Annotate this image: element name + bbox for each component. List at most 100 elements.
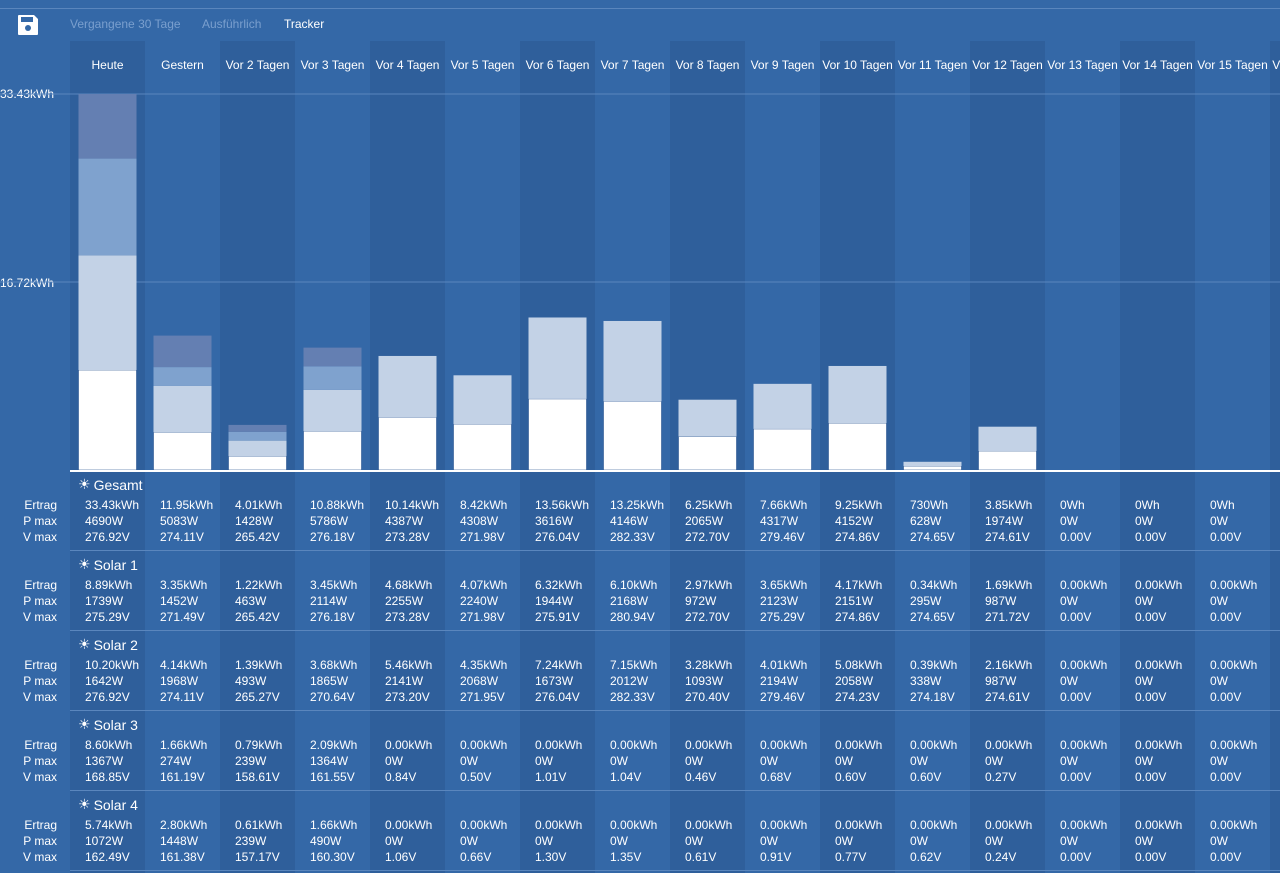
bar-segment[interactable] xyxy=(228,424,287,432)
cell-ertrag: 0.00kWh xyxy=(1210,818,1258,832)
cell-vmax: 161.19V xyxy=(160,770,205,784)
cell-vmax: 275.91V xyxy=(535,610,580,624)
row-label-pmax: P max xyxy=(23,834,57,848)
cell-vmax: 0.00V xyxy=(1135,850,1167,864)
bar-segment[interactable] xyxy=(903,461,962,467)
bar-segment[interactable] xyxy=(528,398,587,471)
save-button[interactable] xyxy=(16,13,40,37)
cell-pmax: 2058W xyxy=(835,674,874,688)
cell-ertrag: 7.15kWh xyxy=(610,658,658,672)
cell-pmax: 0W xyxy=(910,834,928,848)
cell-vmax: 275.29V xyxy=(85,610,130,624)
cell-vmax: 161.55V xyxy=(310,770,355,784)
cell-ertrag: 0.00kWh xyxy=(760,738,808,752)
cell-vmax: 274.18V xyxy=(910,690,955,704)
cell-vmax: 0.66V xyxy=(460,850,492,864)
bar-segment[interactable] xyxy=(303,430,362,471)
cell-pmax: 0W xyxy=(535,754,553,768)
bar-segment[interactable] xyxy=(303,347,362,367)
group-separator xyxy=(70,710,1280,711)
cell-pmax: 2255W xyxy=(385,594,424,608)
category-label: Vor 14 Tagen xyxy=(1122,58,1193,72)
bar-segment[interactable] xyxy=(378,355,437,418)
cell-pmax: 0W xyxy=(1210,594,1228,608)
bar-segment[interactable] xyxy=(153,335,212,368)
cell-vmax: 271.49V xyxy=(160,610,205,624)
cell-pmax: 5786W xyxy=(310,514,349,528)
bar-segment[interactable] xyxy=(978,426,1037,451)
cell-vmax: 0.62V xyxy=(910,850,942,864)
cell-vmax: 271.98V xyxy=(460,530,505,544)
category-label: Vor 4 Tagen xyxy=(376,58,440,72)
bar-segment[interactable] xyxy=(678,399,737,437)
cell-ertrag: 0.00kWh xyxy=(1135,818,1183,832)
cell-ertrag: 0.00kWh xyxy=(460,738,508,752)
bar-segment[interactable] xyxy=(78,94,137,159)
bar-segment[interactable] xyxy=(78,255,137,371)
row-label-ertrag: Ertrag xyxy=(24,658,57,672)
bar-segment[interactable] xyxy=(303,389,362,432)
bar-segment[interactable] xyxy=(828,365,887,424)
bar-segment[interactable] xyxy=(753,383,812,429)
bar-segment[interactable] xyxy=(978,450,1037,471)
tab-ausfuehrlich[interactable]: Ausführlich xyxy=(202,17,262,31)
cell-vmax: 276.92V xyxy=(85,530,130,544)
tab-tracker[interactable]: Tracker xyxy=(284,17,325,31)
cell-ertrag: 3.65kWh xyxy=(760,578,808,592)
cell-vmax: 0.24V xyxy=(985,850,1017,864)
category-label: Vor 5 Tagen xyxy=(451,58,515,72)
cell-vmax: 1.01V xyxy=(535,770,567,784)
tab-vergangene-30-tage[interactable]: Vergangene 30 Tage xyxy=(70,17,181,31)
cell-pmax: 0W xyxy=(1210,754,1228,768)
cell-pmax: 0W xyxy=(1210,514,1228,528)
bar-segment[interactable] xyxy=(153,432,212,471)
bar-segment[interactable] xyxy=(153,367,212,386)
bar-segment[interactable] xyxy=(453,375,512,425)
bar-segment[interactable] xyxy=(303,366,362,390)
bar-segment[interactable] xyxy=(453,423,512,471)
cell-ertrag: 6.10kWh xyxy=(610,578,658,592)
cell-vmax: 270.40V xyxy=(685,690,730,704)
cell-pmax: 0W xyxy=(1135,514,1153,528)
cell-pmax: 1865W xyxy=(310,674,349,688)
bar-segment[interactable] xyxy=(78,158,137,256)
bar-segment[interactable] xyxy=(678,436,737,471)
cell-vmax: 272.70V xyxy=(685,530,730,544)
cell-pmax: 295W xyxy=(910,594,942,608)
cell-pmax: 0W xyxy=(1060,674,1078,688)
cell-pmax: 0W xyxy=(385,834,403,848)
cell-vmax: 273.28V xyxy=(385,530,430,544)
bar-segment[interactable] xyxy=(153,385,212,433)
bar-segment[interactable] xyxy=(903,465,962,471)
bar-segment[interactable] xyxy=(603,320,662,402)
cell-vmax: 276.92V xyxy=(85,690,130,704)
cell-pmax: 1428W xyxy=(235,514,274,528)
bar-segment[interactable] xyxy=(228,431,287,441)
bar-segment[interactable] xyxy=(603,401,662,471)
bar-segment[interactable] xyxy=(528,317,587,399)
cell-ertrag: 0.00kWh xyxy=(835,818,883,832)
bar-segment[interactable] xyxy=(828,422,887,471)
cell-ertrag: 0.00kWh xyxy=(535,818,583,832)
group-title: ☀ Solar 2 xyxy=(78,636,138,653)
bar-segment[interactable] xyxy=(228,455,287,471)
cell-vmax: 0.46V xyxy=(685,770,717,784)
bar-segment[interactable] xyxy=(228,440,287,457)
bar-segment[interactable] xyxy=(753,428,812,471)
cell-ertrag: 0.00kWh xyxy=(460,818,508,832)
cell-vmax: 0.00V xyxy=(1210,530,1242,544)
cell-ertrag: 3.28kWh xyxy=(685,658,733,672)
cell-ertrag: 0.00kWh xyxy=(610,738,658,752)
column-background xyxy=(1120,41,1195,873)
cell-pmax: 0W xyxy=(985,754,1003,768)
cell-ertrag: 0.00kWh xyxy=(610,818,658,832)
cell-pmax: 4317W xyxy=(760,514,799,528)
group-separator xyxy=(70,630,1280,631)
cell-vmax: 279.46V xyxy=(760,530,805,544)
bar-segment[interactable] xyxy=(378,417,437,471)
bar-segment[interactable] xyxy=(78,369,137,471)
cell-vmax: 273.20V xyxy=(385,690,430,704)
cell-vmax: 274.11V xyxy=(160,690,204,704)
row-label-pmax: P max xyxy=(23,514,57,528)
cell-ertrag: 4.07kWh xyxy=(460,578,508,592)
